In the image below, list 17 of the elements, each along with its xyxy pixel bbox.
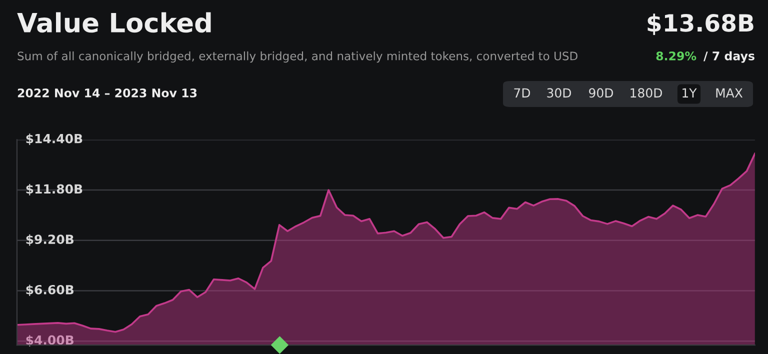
text: $13.68B [648,14,754,35]
y-tick-label: $14.40B [26,134,82,145]
text: 180D [630,88,662,98]
y-tick-label: $9.20B [26,234,74,246]
text: 30D [547,88,572,98]
text: / 7 days [703,51,754,63]
y-tick-label: $6.60B [26,284,74,296]
y-tick-label: $4.00B [26,335,74,346]
text: 2022 Nov 14 – 2023 Nov 13 [18,88,197,98]
text: 8.29% [656,51,696,60]
chart-title: Value Locked [17,12,211,33]
text: 90D [589,88,614,98]
text: MAX [716,88,743,98]
text: 7D [514,88,530,98]
text: 1Y [682,88,697,98]
chart-subtitle: Sum of all canonically bridged, externally bridged, and natively minted tokens, converted to USD [18,51,578,63]
y-tick-label: $11.80B [26,184,82,196]
